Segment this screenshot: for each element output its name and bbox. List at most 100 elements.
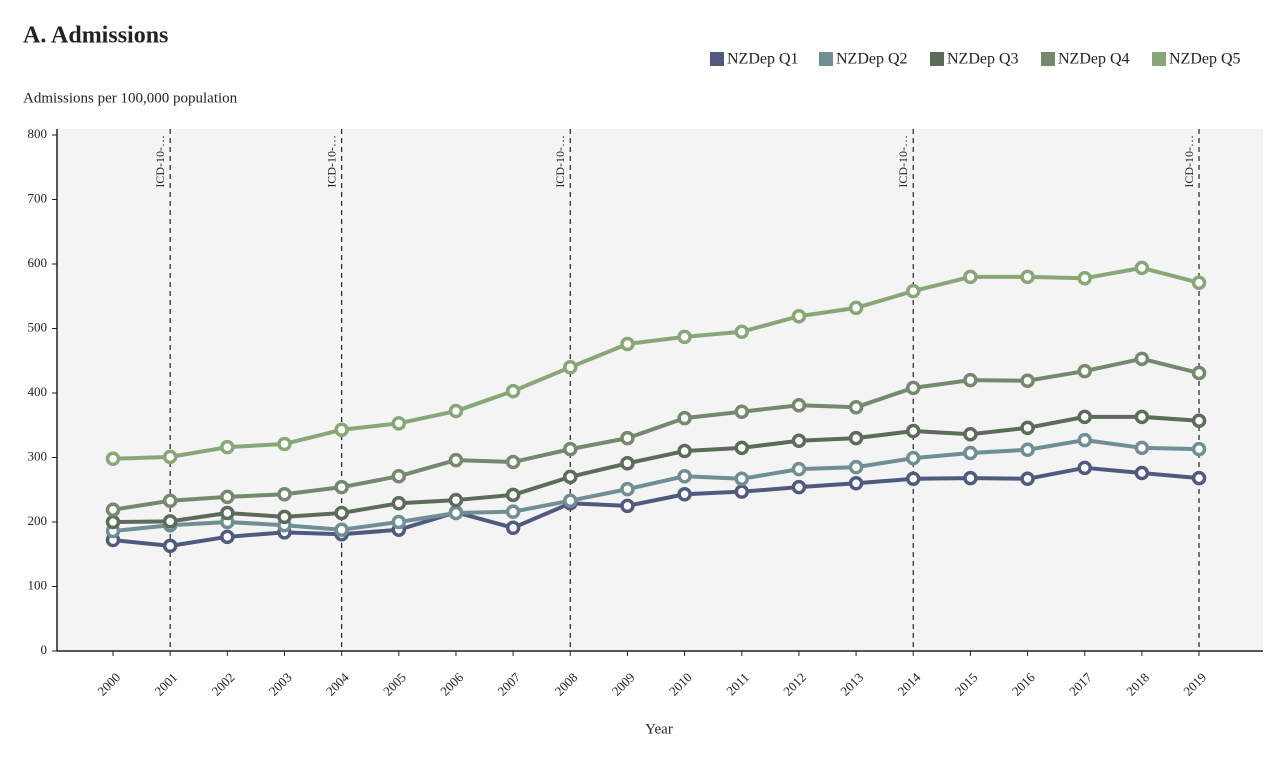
data-point <box>105 514 121 530</box>
data-point <box>963 470 978 486</box>
x-tick-label: 2004 <box>323 669 352 698</box>
data-point <box>1077 432 1092 448</box>
data-point <box>448 452 464 468</box>
y-tick-label: 600 <box>28 255 48 270</box>
series-line <box>112 438 1200 534</box>
legend-swatch <box>819 52 833 66</box>
x-tick-label: 2019 <box>1180 670 1209 699</box>
x-tick-label: 2016 <box>1009 669 1038 698</box>
data-point <box>563 469 578 485</box>
data-point <box>905 450 921 466</box>
data-point <box>1020 420 1035 436</box>
data-point <box>1134 465 1150 481</box>
data-point <box>391 468 407 484</box>
data-point <box>963 445 978 461</box>
data-point <box>791 433 807 448</box>
data-point <box>905 283 921 299</box>
data-point <box>448 492 464 508</box>
data-point <box>162 449 178 465</box>
x-tick-label: 2012 <box>780 670 809 699</box>
data-point <box>734 484 750 499</box>
x-tick-label: 2009 <box>609 670 638 699</box>
data-point <box>734 324 750 339</box>
legend-label: NZDep Q3 <box>947 51 1019 68</box>
y-tick-label: 700 <box>28 190 48 205</box>
data-point <box>620 456 635 471</box>
data-point <box>162 514 178 529</box>
x-tick-label: 2006 <box>437 669 466 698</box>
data-point <box>334 505 349 521</box>
data-point <box>505 383 521 399</box>
data-point <box>1191 413 1207 428</box>
data-point <box>734 471 750 487</box>
data-point <box>905 471 921 487</box>
data-point <box>620 336 635 352</box>
data-point <box>505 520 521 536</box>
data-point <box>105 451 121 467</box>
y-tick-label: 100 <box>28 577 48 592</box>
data-point <box>677 468 692 484</box>
series-line <box>112 356 1200 512</box>
x-tick-label: 2018 <box>1123 670 1152 699</box>
series-line <box>112 265 1200 461</box>
data-point <box>1077 363 1092 379</box>
data-point <box>505 504 521 519</box>
legend-swatch <box>1152 52 1166 66</box>
x-tick-label: 2001 <box>151 670 180 699</box>
data-point <box>1077 270 1092 286</box>
data-point <box>1020 269 1035 285</box>
annotation-label: ICD-10-… <box>153 135 167 188</box>
series-line <box>112 414 1200 524</box>
x-tick-label: 2013 <box>837 670 866 699</box>
data-point <box>848 300 864 316</box>
data-point <box>1191 470 1207 486</box>
x-tick-label: 2000 <box>94 670 123 699</box>
x-tick-label: 2007 <box>494 669 523 698</box>
data-point <box>220 489 235 505</box>
data-point <box>1134 351 1150 367</box>
data-point <box>791 479 807 495</box>
data-point <box>905 380 921 396</box>
y-tick-label: 0 <box>41 642 48 657</box>
y-tick-label: 800 <box>28 126 48 141</box>
data-point <box>277 509 292 525</box>
annotation-label: ICD-10-… <box>324 135 338 188</box>
legend-label: NZDep Q5 <box>1169 51 1241 68</box>
data-point <box>1134 440 1150 456</box>
data-point <box>448 403 464 419</box>
x-tick-label: 2015 <box>952 670 981 699</box>
data-point <box>734 404 750 419</box>
data-point <box>1134 409 1150 425</box>
data-point <box>1077 409 1092 425</box>
data-point <box>105 502 121 517</box>
x-tick-label: 2011 <box>723 670 752 699</box>
y-tick-label: 200 <box>28 513 48 528</box>
x-tick-label: 2005 <box>380 670 409 699</box>
data-point <box>1191 441 1207 457</box>
data-point <box>791 461 807 477</box>
data-point <box>162 493 178 508</box>
plot-background <box>57 129 1263 651</box>
data-point <box>391 514 407 530</box>
data-point <box>848 430 864 446</box>
legend-label: NZDep Q4 <box>1058 51 1130 68</box>
data-point <box>848 476 864 491</box>
data-point <box>505 487 521 503</box>
legend-label: NZDep Q1 <box>727 51 799 68</box>
data-point <box>734 440 750 456</box>
data-point <box>620 481 635 497</box>
x-tick-label: 2014 <box>894 669 923 698</box>
x-axis-label: Year <box>645 721 673 737</box>
data-point <box>620 430 635 446</box>
annotation-label: ICD-10-… <box>1182 135 1196 188</box>
data-point <box>277 436 292 452</box>
data-point <box>391 496 407 511</box>
x-tick-label: 2017 <box>1066 669 1095 698</box>
data-point <box>334 422 349 438</box>
data-point <box>220 529 235 545</box>
data-point <box>1191 365 1207 381</box>
data-point <box>1020 471 1035 487</box>
data-point <box>677 487 692 502</box>
data-point <box>1134 260 1150 276</box>
